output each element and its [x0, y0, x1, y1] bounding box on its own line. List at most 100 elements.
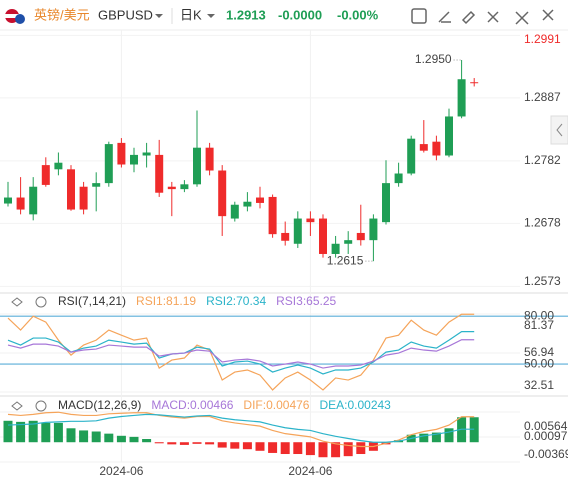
y-tick-label: 56.94	[524, 345, 554, 359]
collapse-arrow[interactable]	[556, 123, 563, 137]
x-tick-label: 2024-06	[288, 464, 332, 478]
histogram-bar	[305, 442, 315, 456]
y-tick-label: 0.00564	[524, 419, 568, 433]
macd-header	[11, 400, 47, 412]
histogram-bar	[79, 430, 89, 443]
histogram-bar	[28, 420, 38, 443]
dropdown-icon[interactable]	[207, 14, 215, 18]
symbol[interactable]: GBPUSD	[98, 7, 153, 22]
collapse-button[interactable]	[550, 115, 568, 145]
y-tick-label: 1.2573	[524, 274, 561, 288]
max-label: 1.2950	[415, 52, 452, 66]
histogram-bar	[217, 442, 227, 448]
candle-body	[331, 243, 340, 254]
close-icon[interactable]	[542, 9, 554, 21]
pair-name[interactable]: 英镑/美元	[34, 7, 90, 22]
histogram-bar	[66, 428, 76, 443]
candle-body	[344, 240, 353, 244]
y-tick-label: 0.00097	[524, 429, 568, 443]
candle-body	[432, 141, 441, 156]
candle-body	[79, 186, 88, 210]
histogram-bar	[242, 442, 252, 450]
rsi-header	[11, 296, 47, 308]
histogram-bar	[444, 428, 454, 443]
level-label: 80.00	[524, 308, 554, 322]
settings-icon[interactable]	[35, 296, 47, 308]
legend-entry: DEA:0.00243	[319, 398, 391, 412]
candle-body	[92, 183, 101, 187]
candle-body	[407, 138, 416, 174]
legend-entry: RSI1:81.19	[136, 294, 196, 308]
histogram-bar	[167, 442, 177, 445]
eye-icon[interactable]	[11, 297, 23, 307]
candle-body	[41, 165, 50, 185]
series-line	[7, 331, 475, 375]
fullscreen-icon[interactable]	[515, 11, 529, 25]
histogram-bar	[343, 442, 353, 457]
eye-icon[interactable]	[11, 401, 23, 411]
candle-body	[281, 232, 290, 241]
y-tick-label: 32.51	[524, 378, 554, 392]
series-line	[7, 313, 475, 391]
candle-body	[356, 232, 365, 241]
histogram-bar	[142, 439, 152, 443]
y-tick-label: 1.2678	[524, 216, 561, 230]
edit-icon[interactable]	[461, 10, 476, 25]
histogram-bar	[179, 442, 189, 445]
legend-entry: DIF:0.00476	[243, 398, 309, 412]
histogram-bar	[280, 442, 290, 455]
candle-body	[256, 197, 264, 203]
candle-body	[394, 173, 403, 184]
side-button[interactable]	[550, 115, 568, 145]
candle-body	[180, 184, 189, 190]
candle-body	[193, 147, 201, 185]
series-line	[7, 339, 475, 369]
y-tick-label: 1.2887	[524, 90, 561, 104]
pane-title: MACD(12,26,9)	[58, 398, 141, 412]
histogram-bar	[104, 433, 114, 443]
candle-body	[54, 162, 63, 170]
price-change: -0.0000	[278, 7, 322, 22]
candle-body	[167, 186, 176, 190]
candle-body	[382, 183, 390, 223]
tool-icon[interactable]	[411, 8, 427, 24]
candle-body	[205, 147, 214, 171]
candle-body	[268, 196, 277, 235]
line-icon[interactable]	[487, 11, 499, 23]
histogram-bar	[205, 442, 215, 445]
series-line	[7, 411, 475, 448]
pane-title: RSI(7,14,21)	[58, 294, 126, 308]
candle-body	[470, 82, 479, 84]
draw-icon[interactable]	[438, 11, 451, 23]
candle-body	[293, 218, 302, 244]
candle-body	[445, 116, 453, 156]
histogram-bar	[331, 442, 341, 458]
series-line	[7, 413, 475, 443]
candle-body	[369, 218, 378, 241]
candle-body	[67, 169, 75, 210]
candle-body	[230, 204, 239, 219]
y-tick-label: 1.2991	[524, 32, 561, 46]
header: 英镑/美元 GBPUSD 日K 1.2913 -0.0000 -0.00%	[0, 7, 568, 31]
histogram-bar	[318, 442, 328, 458]
candle-body	[130, 154, 138, 165]
candle-body	[142, 152, 151, 156]
candle-body	[117, 142, 126, 165]
histogram-bar	[419, 433, 429, 443]
legend-entry: RSI3:65.25	[276, 294, 336, 308]
dropdown-icon[interactable]	[155, 14, 163, 18]
period[interactable]: 日K	[180, 7, 202, 22]
legend-entry: MACD:0.00466	[151, 398, 233, 412]
candle-body	[419, 144, 428, 151]
candle-body	[29, 186, 38, 215]
histogram-bar	[230, 442, 240, 449]
candle-body	[243, 201, 252, 207]
histogram-bar	[53, 422, 63, 443]
x-tick-label: 2024-06	[99, 464, 143, 478]
candle-body	[16, 197, 25, 210]
settings-icon[interactable]	[35, 400, 47, 412]
histogram-bar	[16, 421, 26, 443]
level-label: 50.00	[524, 356, 554, 370]
